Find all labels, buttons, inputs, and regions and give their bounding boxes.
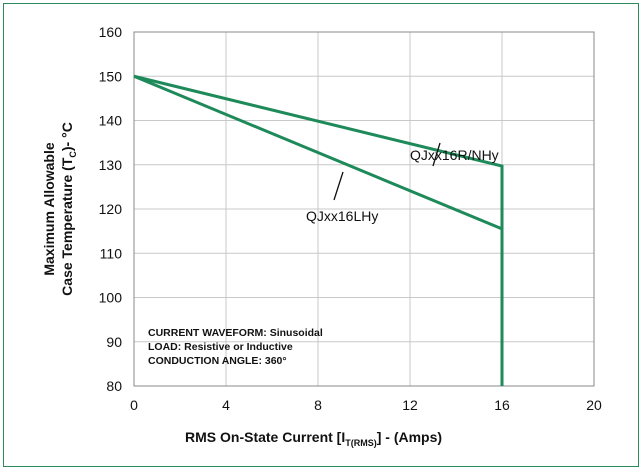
series-line-1 (133, 74, 504, 386)
series-leader-lhy (333, 171, 344, 201)
y-tick-label: 120 (99, 201, 123, 217)
annotation-waveform: CURRENT WAVEFORM: Sinusoidal (148, 327, 323, 339)
series-label-lhy: QJxx16LHy (306, 208, 378, 224)
y-tick-label: 140 (99, 113, 123, 129)
x-tick-label: 16 (494, 397, 510, 413)
series-leader-r-nhy (432, 142, 441, 167)
chart-frame (3, 3, 639, 467)
annotation-conduction: CONDUCTION ANGLE: 360° (148, 355, 287, 367)
y-tick-label: 80 (106, 378, 122, 394)
series-label-r-nhy: QJxx16R/NHy (410, 147, 499, 163)
x-tick-labels: 0 4 8 12 16 20 (130, 397, 602, 413)
x-tick-label: 8 (314, 397, 322, 413)
y-tick-label: 90 (106, 334, 122, 350)
y-tick-label: 100 (99, 290, 123, 306)
y-tick-labels: 80 90 100 110 120 130 140 150 160 (99, 24, 123, 394)
x-tick-label: 0 (130, 397, 138, 413)
y-axis-title-line1: Maximum Allowable (41, 142, 57, 276)
series-lines (133, 74, 504, 386)
plot-border (133, 31, 595, 387)
y-tick-label: 150 (99, 68, 123, 84)
x-axis-title: RMS On-State Current [IT(RMS)] - (Amps) (185, 429, 442, 448)
y-axis-title-line2: Case Temperature (TC)- °C (59, 122, 78, 296)
y-tick-label: 130 (99, 157, 123, 173)
y-tick-label: 160 (99, 24, 123, 40)
y-tick-label: 110 (100, 245, 123, 261)
x-tick-label: 20 (586, 397, 602, 413)
x-tick-label: 4 (222, 397, 230, 413)
x-tick-label: 12 (402, 397, 418, 413)
annotation-load: LOAD: Resistive or Inductive (148, 341, 293, 353)
